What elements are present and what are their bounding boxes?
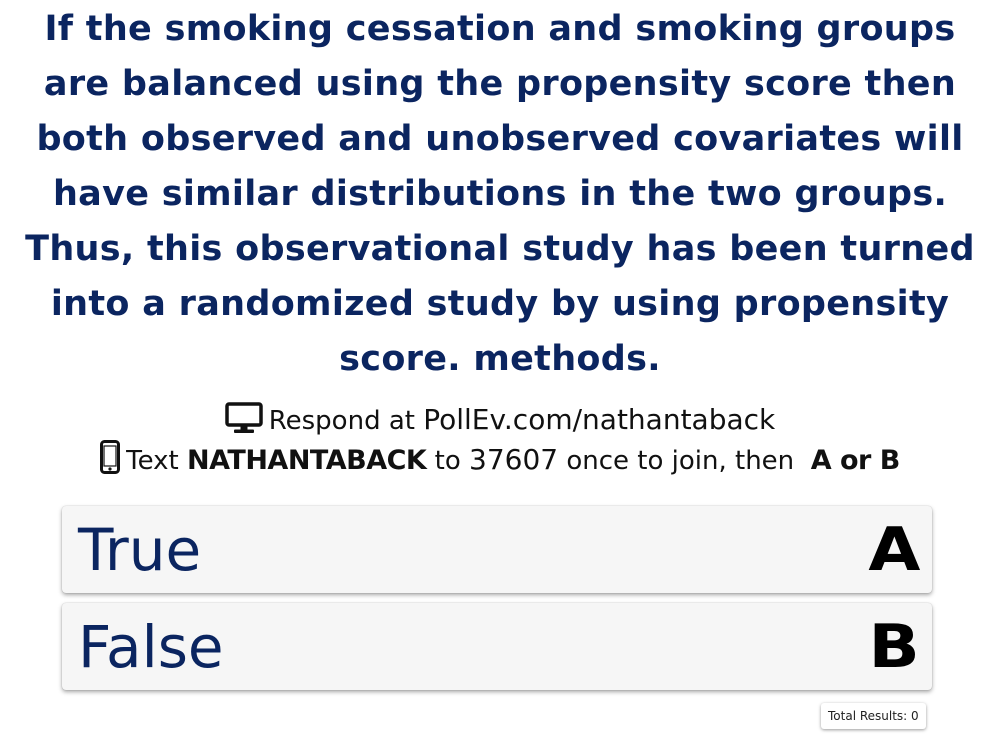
web-instructions: Respond at PollEv.com/nathantaback [0,400,1000,446]
total-results-badge: Total Results: 0 [821,703,926,729]
text-to: to [434,446,461,476]
sms-instructions: Text NATHANTABACK to 37607 once to join,… [0,440,1000,486]
respond-url: PollEv.com/nathantaback [423,403,776,436]
option-letter: A [867,515,920,585]
option-false[interactable]: False B [62,603,932,690]
choices-hint: A or B [810,445,901,476]
option-label: True [78,516,202,584]
text-prefix: Text [126,446,179,476]
monitor-icon [224,402,263,446]
option-letter: B [868,612,920,682]
short-code: 37607 [469,443,559,476]
option-label: False [78,613,224,681]
phone-icon [100,440,121,486]
poll-question: If the smoking cessation and smoking gro… [25,9,975,379]
text-suffix: once to join, then [566,446,795,476]
sms-keyword: NATHANTABACK [187,445,427,476]
respond-prefix: Respond at [268,406,415,436]
option-true[interactable]: True A [62,506,932,593]
